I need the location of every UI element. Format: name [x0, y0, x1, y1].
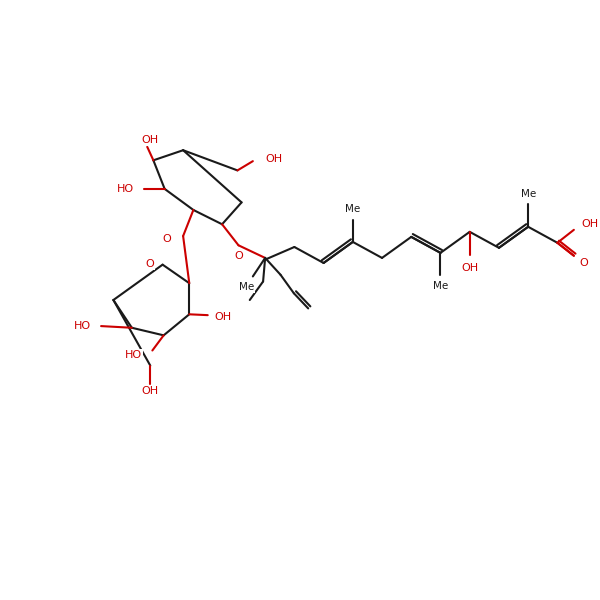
- Text: Me: Me: [521, 189, 536, 199]
- Text: OH: OH: [265, 154, 282, 164]
- Text: HO: HO: [125, 350, 142, 359]
- Text: O: O: [162, 235, 171, 244]
- Text: O: O: [146, 259, 154, 269]
- Text: Me: Me: [433, 281, 448, 291]
- Text: Me: Me: [345, 204, 361, 214]
- Text: O: O: [579, 258, 587, 268]
- Text: OH: OH: [214, 312, 231, 322]
- Text: OH: OH: [142, 386, 159, 396]
- Text: Me: Me: [239, 283, 254, 292]
- Text: OH: OH: [581, 219, 598, 229]
- Text: OH: OH: [142, 135, 159, 145]
- Text: O: O: [234, 251, 243, 261]
- Text: OH: OH: [461, 263, 478, 274]
- Text: HO: HO: [117, 184, 134, 194]
- Text: HO: HO: [74, 321, 91, 331]
